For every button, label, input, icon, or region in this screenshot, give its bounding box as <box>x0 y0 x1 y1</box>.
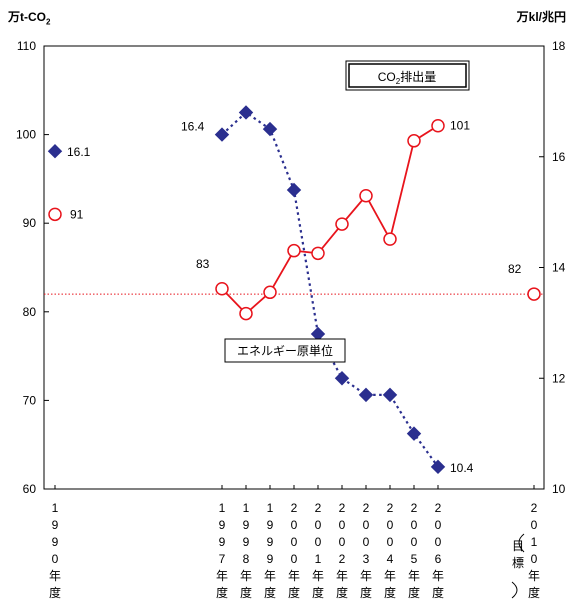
co2-point <box>431 118 445 133</box>
energy-point <box>382 387 398 403</box>
co2-point <box>215 282 229 296</box>
x-axis-tick-label: 1 9 9 7 年度 <box>216 501 228 600</box>
co2-point <box>407 134 421 148</box>
right-axis-tick-label: 16 <box>552 150 566 164</box>
left-axis-unit: 万t-CO2 <box>8 10 51 27</box>
right-axis-tick-label: 10 <box>552 482 566 496</box>
data-label: 10.4 <box>450 461 474 475</box>
energy-point <box>262 121 278 137</box>
right-axis-tick-label: 14 <box>552 261 566 275</box>
co2-point <box>335 217 349 231</box>
x-axis-target-paren-close <box>511 581 518 599</box>
data-label: 83 <box>196 257 210 271</box>
x-axis-tick-label: 2 0 0 2 年度 <box>336 501 348 600</box>
energy-point <box>286 182 302 198</box>
co2-point <box>48 207 62 222</box>
energy-point <box>334 371 350 386</box>
energy-series-line <box>221 111 439 468</box>
co2-point <box>527 287 541 301</box>
x-axis-tick-label: 2 0 0 3 年度 <box>360 501 372 600</box>
energy-point <box>358 387 374 403</box>
left-axis-tick-label: 110 <box>17 39 36 53</box>
co2-legend-outer-border <box>345 60 470 91</box>
data-label: 101 <box>450 119 470 133</box>
x-axis-tick-label: 2 0 0 0 年度 <box>288 501 300 600</box>
plot-frame <box>43 45 545 490</box>
left-axis-tick-label: 100 <box>16 128 36 142</box>
x-axis-tick-label: 2 0 0 6 年度 <box>432 501 444 600</box>
left-axis-tick-label: 80 <box>23 305 37 319</box>
left-axis-tick-label: 60 <box>23 482 37 496</box>
x-axis-tick-label: 2 0 0 5 年度 <box>408 501 420 600</box>
data-label: 16.1 <box>67 145 91 159</box>
co2-legend-inner-border <box>348 63 467 88</box>
co2-point <box>311 246 325 261</box>
co2-point <box>287 243 301 258</box>
x-axis-target-note: 目標 <box>512 539 524 570</box>
data-label: 82 <box>508 262 522 276</box>
data-label: 16.4 <box>181 120 205 134</box>
left-axis-tick-label: 90 <box>23 216 37 230</box>
co2-point <box>263 285 277 300</box>
co2-point <box>383 232 397 246</box>
data-label: 91 <box>70 207 84 221</box>
x-axis-tick-label: 2 0 0 1 年度 <box>312 501 324 600</box>
x-axis-tick-label: 1 9 9 9 年度 <box>264 501 276 600</box>
x-axis-tick-label: 2 0 0 4 年度 <box>384 501 396 600</box>
left-axis-tick-label: 70 <box>23 393 37 407</box>
x-axis-target-paren-open <box>518 533 525 553</box>
energy-point <box>47 144 63 159</box>
right-axis-unit: 万kl/兆円 <box>516 10 566 24</box>
energy-point <box>214 127 230 142</box>
co2-series-line <box>221 124 439 315</box>
right-axis-tick-label: 12 <box>552 371 566 385</box>
right-axis-tick-label: 18 <box>552 39 566 53</box>
co2-point <box>239 306 253 321</box>
energy-point <box>238 105 254 120</box>
co2-point <box>359 188 373 203</box>
x-axis-tick-label: 1 9 9 8 年度 <box>240 501 252 600</box>
energy-point <box>430 459 446 475</box>
energy-legend-label: エネルギー原単位 <box>237 343 333 358</box>
energy-point <box>406 426 422 441</box>
x-axis-tick-label: 1 9 9 0 年度 <box>49 501 61 600</box>
x-axis-tick-label: 2 0 1 0 年度 <box>528 501 540 600</box>
energy-legend-box <box>224 338 346 363</box>
co2-legend-label: CO2排出量 <box>378 70 436 86</box>
